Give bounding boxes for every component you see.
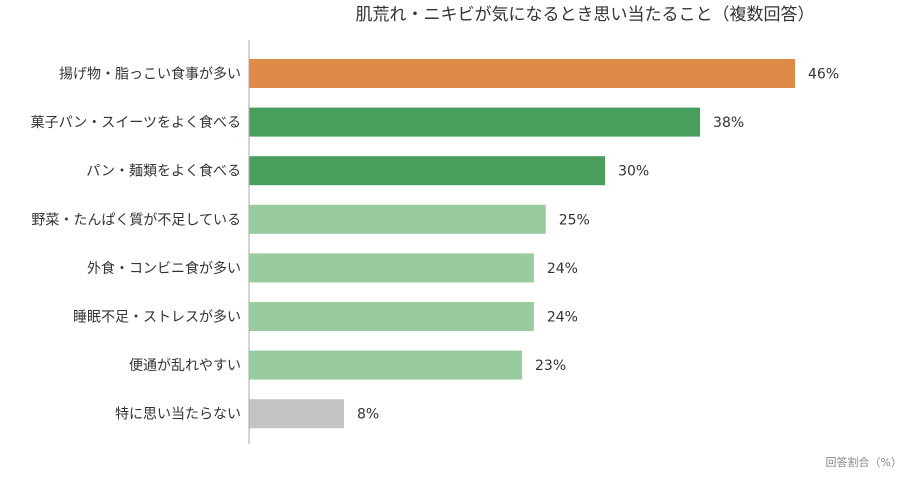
category-label-5: 外食・コンビニ食が多い (87, 260, 241, 277)
value-label-8: 8% (357, 407, 379, 423)
bar-6 (249, 302, 534, 331)
category-label-8: 特に思い当たらない (115, 407, 241, 423)
bar-3 (249, 156, 606, 186)
bar-2 (249, 107, 701, 137)
value-label-6: 24% (547, 310, 578, 326)
value-label-1: 46% (808, 67, 839, 83)
chart-title: 肌荒れ・ニキビが気になるとき思い当たること（複数回答） (356, 5, 815, 25)
bar-1 (249, 59, 795, 88)
bar-4 (249, 204, 546, 234)
value-label-2: 38% (713, 115, 744, 131)
category-label-2: 菓子パン・スイーツをよく食べる (31, 114, 241, 131)
category-label-6: 睡眠不足・ストレスが多い (73, 309, 241, 326)
value-label-3: 30% (618, 164, 649, 180)
value-label-7: 23% (535, 358, 566, 374)
value-label-5: 24% (547, 261, 578, 277)
bar-7 (249, 350, 522, 380)
bar-8 (249, 399, 344, 429)
bar-group: 揚げ物・脂っこい食事が多い 46% 菓子パン・スイーツをよく食べる 38% パン・麺類を… (31, 59, 839, 429)
value-label-4: 25% (559, 212, 590, 228)
bar-5 (249, 253, 534, 283)
category-label-4: 野菜・たんぱく質が不足している (31, 212, 241, 228)
category-label-3: パン・麺類をよく食べる (86, 163, 241, 180)
category-label-7: 便通が乱れやすい (129, 358, 241, 374)
category-label-1: 揚げ物・脂っこい食事が多い (59, 66, 241, 83)
x-axis-label: 回答割合（%） (826, 455, 902, 469)
